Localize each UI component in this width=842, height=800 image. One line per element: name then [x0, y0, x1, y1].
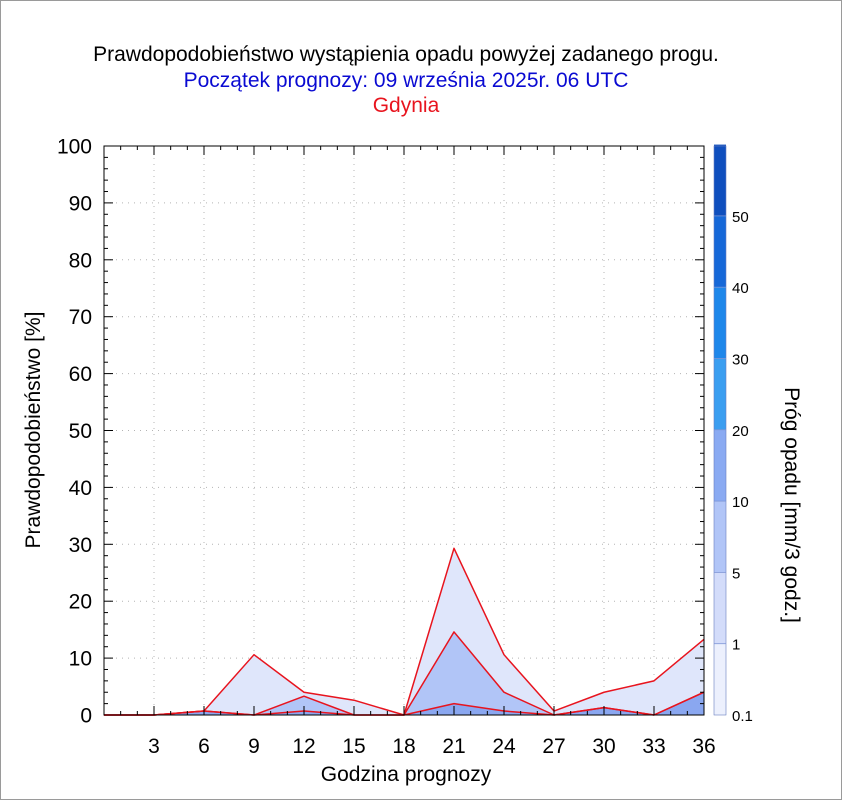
y-tick-label: 70	[69, 306, 92, 329]
colorbar: 0.1 1 5 10 20 30 40 50	[713, 144, 753, 725]
chart-subtitle: Początek prognozy: 09 września 2025r. 06…	[184, 69, 629, 92]
colorbar-segment	[714, 572, 726, 644]
y-tick-label: 100	[57, 136, 92, 159]
colorbar-segment	[714, 429, 726, 502]
colorbar-tick-label: 50	[732, 209, 749, 226]
y-tick-label: 0	[80, 705, 92, 728]
x-tick-label: 36	[692, 735, 715, 758]
colorbar-border	[713, 145, 727, 716]
x-axis: 3 6 9 12 15 18 21 24 27 30 33 36	[120, 146, 716, 758]
colorbar-segment	[714, 144, 726, 216]
y-tick-label: 30	[69, 534, 92, 557]
y-axis: 0 10 20 30 40 50 60 70 80 90 100	[57, 136, 704, 728]
y-tick-label: 10	[69, 648, 92, 671]
colorbar-segment	[714, 643, 726, 715]
line-threshold-0_1	[104, 547, 705, 716]
colorbar-label: Próg opadu [mm/3 godz.]	[780, 387, 803, 623]
y-tick-label: 40	[69, 477, 92, 500]
colorbar-tick-label: 40	[732, 280, 749, 297]
colorbar-tick-label: 5	[732, 565, 740, 582]
location-label: Gdynia	[373, 94, 440, 117]
colorbar-segment	[714, 287, 726, 359]
y-tick-label: 50	[69, 420, 92, 443]
x-tick-label: 15	[342, 735, 365, 758]
x-tick-label: 33	[642, 735, 665, 758]
y-tick-label: 90	[69, 192, 92, 215]
x-tick-label: 3	[148, 735, 160, 758]
colorbar-tick-label: 20	[732, 423, 749, 440]
y-tick-label: 80	[69, 249, 92, 272]
x-tick-label: 12	[292, 735, 315, 758]
colorbar-tick-label: 30	[732, 352, 749, 369]
areas	[104, 548, 704, 715]
colorbar-segment	[714, 215, 726, 288]
x-tick-label: 9	[248, 735, 260, 758]
area-threshold-0_1	[104, 548, 704, 715]
x-tick-label: 27	[542, 735, 565, 758]
grid	[104, 146, 704, 715]
colorbar-tick-label: 10	[732, 494, 749, 511]
colorbar-tick-label: 1	[732, 637, 740, 654]
y-tick-label: 60	[69, 363, 92, 386]
x-axis-label: Godzina prognozy	[321, 763, 492, 786]
x-tick-label: 30	[592, 735, 615, 758]
y-tick-label: 20	[69, 591, 92, 614]
colorbar-tick-label: 0.1	[732, 708, 753, 725]
x-tick-label: 6	[198, 735, 210, 758]
chart-title: Prawdopodobieństwo wystąpienia opadu pow…	[93, 43, 719, 66]
x-tick-label: 21	[442, 735, 465, 758]
x-tick-label: 24	[492, 735, 516, 758]
colorbar-segment	[714, 501, 726, 573]
x-tick-label: 18	[392, 735, 415, 758]
y-axis-label: Prawdopodobieństwo [%]	[22, 312, 45, 549]
series-lines	[104, 547, 705, 716]
colorbar-segment	[714, 358, 726, 430]
